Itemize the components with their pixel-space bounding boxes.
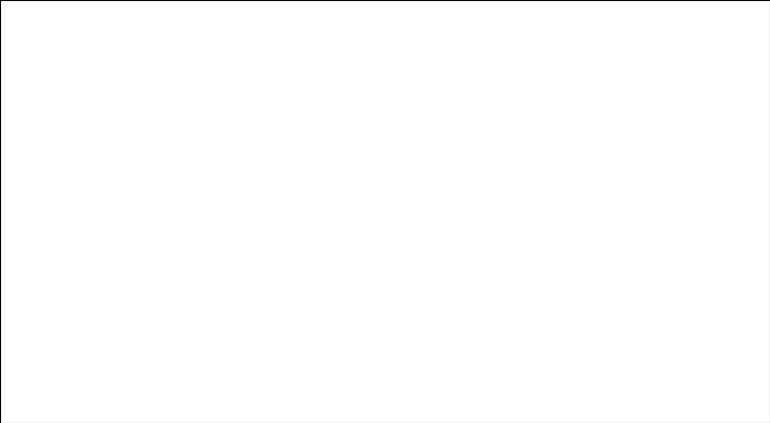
Bar	[551, 301, 712, 329]
Point	[334, 65, 346, 72]
Bar	[459, 192, 480, 301]
Point	[399, 84, 411, 91]
Bar	[394, 211, 416, 301]
Text: GSM1202426: GSM1202426	[142, 305, 151, 357]
Text: GSM1202433: GSM1202433	[368, 305, 377, 357]
Point	[75, 74, 88, 80]
Bar	[65, 301, 259, 329]
Text: GSM1202439: GSM1202439	[562, 305, 571, 357]
Text: GSM1202432: GSM1202432	[336, 305, 345, 357]
Bar	[124, 362, 141, 365]
Text: GSM1202430: GSM1202430	[271, 305, 280, 357]
Bar	[621, 128, 642, 301]
Text: GSM1202435: GSM1202435	[433, 305, 442, 357]
Point	[625, 60, 638, 66]
Point	[658, 65, 670, 72]
Bar	[362, 96, 383, 301]
Bar	[685, 155, 707, 301]
Bar	[427, 288, 448, 301]
Text: rank, Detection Call = ABSENT: rank, Detection Call = ABSENT	[148, 407, 298, 418]
Text: GSM1202424: GSM1202424	[77, 305, 86, 357]
Text: GSM1202428: GSM1202428	[206, 305, 216, 356]
Point	[464, 74, 476, 80]
Bar	[524, 176, 545, 301]
Bar	[556, 222, 578, 301]
Point	[593, 65, 605, 72]
Text: development stage ▶: development stage ▶	[0, 310, 83, 320]
Point	[237, 63, 249, 69]
Bar	[200, 200, 222, 301]
Point	[172, 63, 185, 69]
Point	[496, 95, 508, 102]
Text: percentile rank within the sample: percentile rank within the sample	[148, 375, 313, 385]
Text: postnatal day 3: postnatal day 3	[124, 310, 201, 320]
Point	[561, 71, 573, 77]
Bar	[124, 411, 141, 415]
Bar	[124, 394, 141, 398]
Text: cell type ▶: cell type ▶	[0, 338, 31, 347]
Bar	[103, 200, 125, 301]
Point	[431, 101, 444, 107]
Text: GSM1202425: GSM1202425	[109, 305, 119, 357]
Text: GSM1202443: GSM1202443	[691, 305, 701, 357]
Text: GSM1202436: GSM1202436	[465, 305, 474, 357]
Bar	[168, 200, 189, 301]
Bar	[71, 277, 92, 301]
Text: postnatal day 21: postnatal day 21	[590, 310, 673, 320]
Bar	[259, 301, 551, 329]
Text: juvenile calyx GBC: juvenile calyx GBC	[360, 338, 450, 347]
Text: GSM1202440: GSM1202440	[594, 305, 604, 357]
Bar	[265, 71, 286, 301]
Text: count: count	[148, 359, 176, 369]
Bar	[491, 288, 513, 301]
Text: just formed calyx GBC: just formed calyx GBC	[108, 338, 217, 347]
Point	[270, 60, 282, 66]
Text: postnatal day 8: postnatal day 8	[367, 310, 444, 320]
Bar	[124, 378, 141, 382]
Point	[205, 63, 217, 69]
Bar	[65, 329, 259, 356]
Text: GSM1202441: GSM1202441	[627, 305, 636, 357]
Bar	[551, 329, 712, 356]
Text: GSM1202429: GSM1202429	[239, 305, 248, 357]
Text: GSM1202427: GSM1202427	[174, 305, 183, 357]
Bar	[297, 36, 319, 301]
Text: value, Detection Call = ABSENT: value, Detection Call = ABSENT	[148, 391, 303, 401]
Bar	[259, 329, 551, 356]
Text: GSM1202431: GSM1202431	[303, 305, 313, 357]
Point	[367, 54, 379, 61]
Point	[690, 65, 702, 72]
Bar	[588, 155, 610, 301]
Text: GSM1202438: GSM1202438	[530, 305, 539, 357]
Bar	[233, 184, 254, 301]
Point	[140, 65, 152, 72]
Text: GSM1202434: GSM1202434	[400, 305, 410, 357]
Bar	[330, 227, 351, 301]
Point	[528, 65, 541, 72]
Text: mature calyx GBC: mature calyx GBC	[588, 338, 675, 347]
Bar	[653, 203, 675, 301]
Title: GDS5257 / 1373404_at: GDS5257 / 1373404_at	[316, 14, 462, 26]
Bar	[136, 219, 157, 301]
Point	[302, 60, 314, 66]
Point	[108, 63, 120, 69]
Text: GSM1202442: GSM1202442	[659, 305, 668, 357]
Text: GSM1202437: GSM1202437	[497, 305, 507, 357]
